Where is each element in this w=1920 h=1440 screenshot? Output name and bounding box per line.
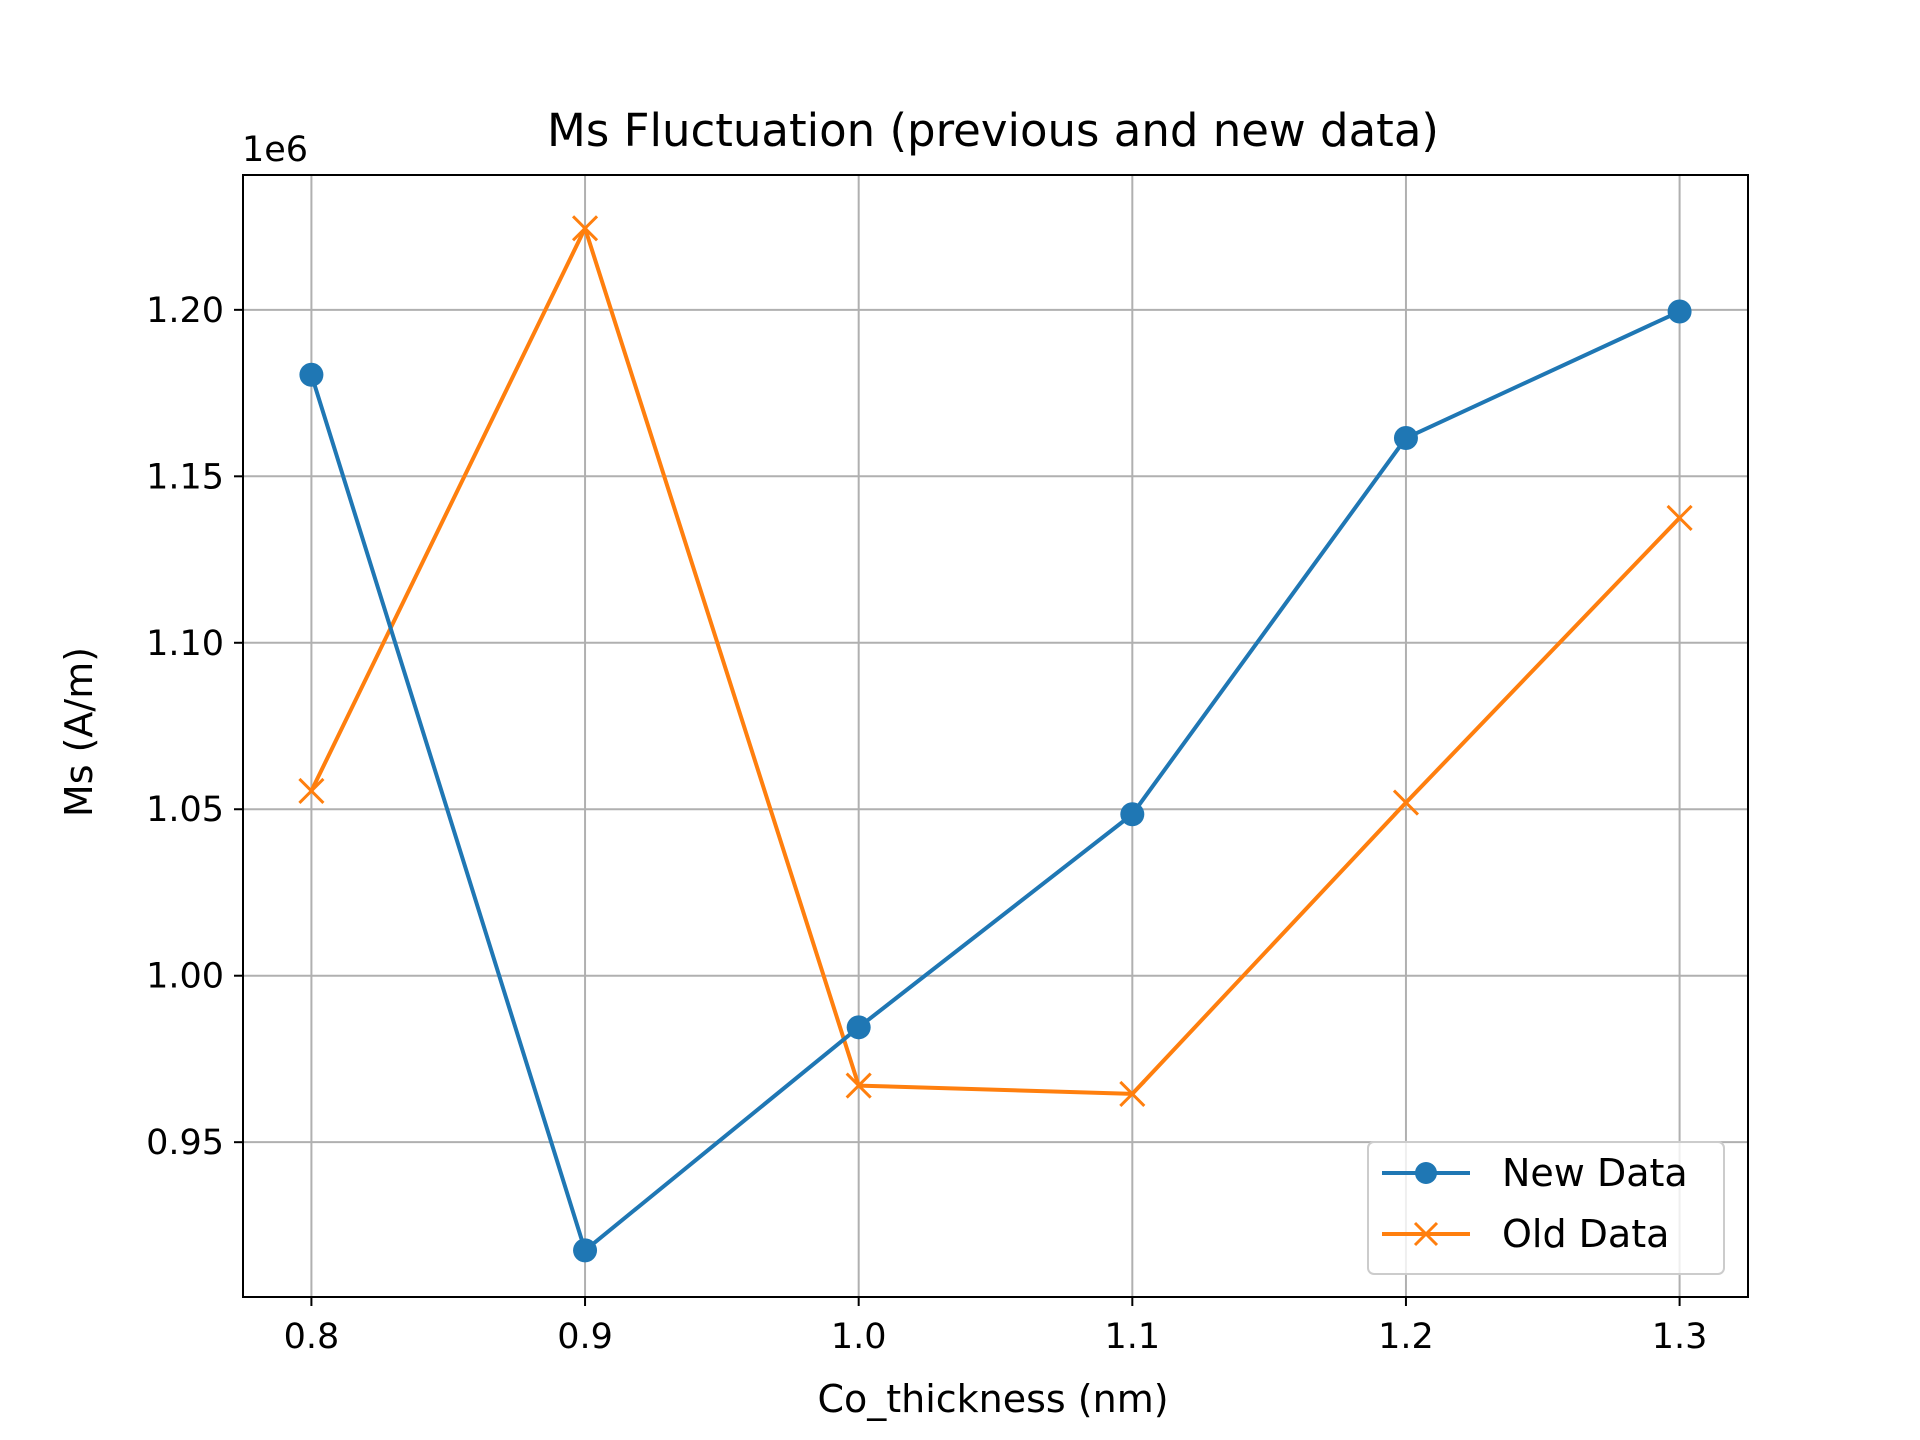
data-point-new-data bbox=[573, 1238, 598, 1263]
x-tick-label: 1.1 bbox=[1104, 1317, 1160, 1357]
axis-ticks: 0.8 0.9 1.0 1.1 1.2 1.3 0.95 1.00 1.05 1.10 1.15 1.… bbox=[146, 291, 1707, 1357]
x-tick-label: 0.8 bbox=[284, 1317, 340, 1357]
series-line-old-data bbox=[309, 226, 1682, 1096]
legend-marker-old-data bbox=[1413, 1221, 1439, 1247]
legend: New Data Old Data bbox=[1367, 1141, 1725, 1275]
chart-title: Ms Fluctuation (previous and new data) bbox=[547, 104, 1439, 157]
data-point-new-data bbox=[1393, 426, 1418, 451]
data-point-old-data bbox=[845, 1072, 872, 1099]
data-point-new-data bbox=[1667, 299, 1692, 324]
data-point-old-data bbox=[1666, 504, 1693, 531]
y-axis-label: Ms (A/m) bbox=[57, 647, 101, 817]
y-tick-label: 1.05 bbox=[146, 790, 224, 830]
x-tick-label: 1.2 bbox=[1378, 1317, 1434, 1357]
x-tick-label: 1.0 bbox=[831, 1317, 887, 1357]
y-tick-label: 1.10 bbox=[146, 624, 224, 664]
plot-frame bbox=[242, 174, 1749, 1298]
x-tick-label: 1.3 bbox=[1652, 1317, 1708, 1357]
data-point-old-data bbox=[1119, 1080, 1146, 1107]
y-tick-label: 1.15 bbox=[146, 457, 224, 497]
x-axis-label: Co_thickness (nm) bbox=[817, 1377, 1168, 1421]
data-point-new-data bbox=[846, 1015, 871, 1040]
plot-series bbox=[298, 215, 1693, 1263]
series-line-new-data bbox=[309, 309, 1681, 1253]
y-tick-label: 1.20 bbox=[146, 291, 224, 331]
data-point-old-data bbox=[298, 777, 325, 804]
grid bbox=[243, 175, 1748, 1297]
legend-label-new-data: New Data bbox=[1502, 1151, 1688, 1195]
legend-marker-new-data bbox=[1415, 1162, 1437, 1184]
data-point-new-data bbox=[1120, 802, 1145, 827]
y-tick-label: 1.00 bbox=[146, 957, 224, 997]
data-point-new-data bbox=[299, 362, 324, 387]
data-point-old-data bbox=[1392, 789, 1420, 816]
data-point-old-data bbox=[571, 215, 599, 242]
y-offset-label: 1e6 bbox=[242, 130, 308, 170]
y-tick-label: 0.95 bbox=[146, 1123, 224, 1163]
legend-label-old-data: Old Data bbox=[1502, 1212, 1669, 1256]
x-tick-label: 0.9 bbox=[557, 1317, 613, 1357]
